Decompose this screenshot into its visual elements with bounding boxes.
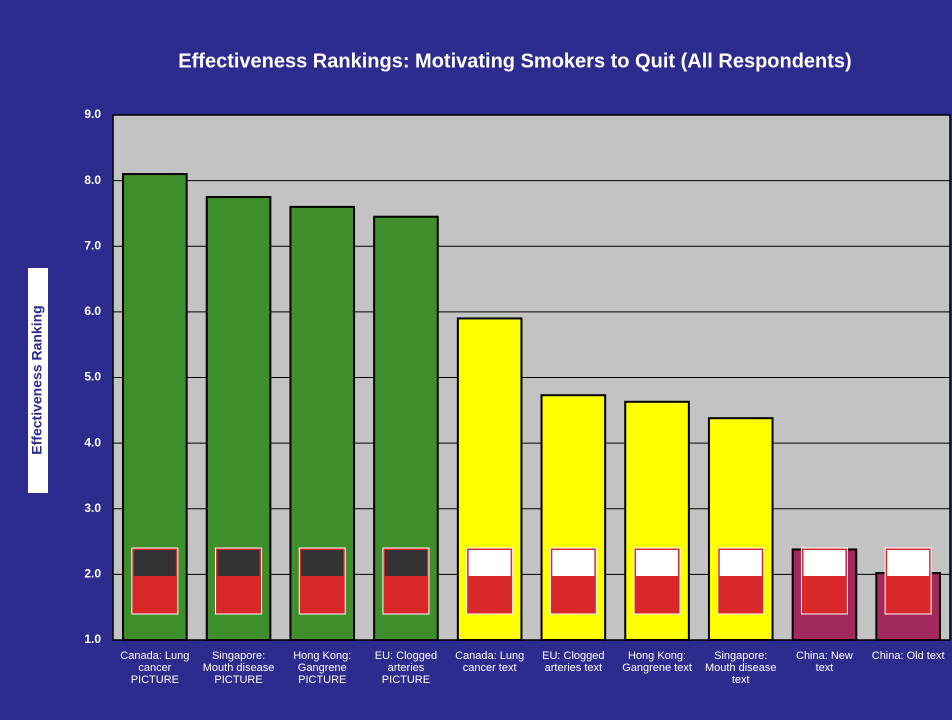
- pack-label: [468, 550, 511, 576]
- x-tick-label: EU: Clogged arteries PICTURE: [374, 650, 438, 686]
- pack-label: [301, 550, 344, 576]
- x-tick-label: Hong Kong: Gangrene text: [622, 650, 692, 674]
- chart-title: Effectiveness Rankings: Motivating Smoke…: [178, 50, 851, 72]
- x-tick-label: Canada: Lung cancer text: [455, 650, 525, 674]
- pack-label: [887, 550, 930, 576]
- y-label-box: [28, 268, 48, 493]
- x-tick-label: Canada: Lung cancer PICTURE: [120, 650, 190, 686]
- pack-label: [552, 550, 595, 576]
- y-tick-label: 9.0: [84, 107, 101, 121]
- y-tick-label: 5.0: [84, 370, 101, 384]
- y-tick-label: 4.0: [84, 435, 101, 449]
- pack-label: [384, 550, 427, 576]
- x-tick-label: EU: Clogged arteries text: [542, 650, 605, 674]
- y-tick-label: 7.0: [84, 238, 101, 252]
- x-tick-label: Hong Kong: Gangrene PICTURE: [293, 650, 352, 686]
- y-tick-label: 2.0: [84, 567, 101, 581]
- x-tick-label: Singapore: Mouth disease text: [704, 650, 777, 686]
- pack-label: [803, 550, 846, 576]
- x-tick-label: China: Old text: [871, 650, 945, 662]
- pack-label: [719, 550, 762, 576]
- y-tick-label: 3.0: [84, 501, 101, 515]
- plot-border: [112, 114, 951, 641]
- x-tick-label: Singapore: Mouth disease PICTURE: [202, 650, 275, 686]
- y-tick-label: 6.0: [84, 304, 101, 318]
- y-tick-label: 1.0: [84, 632, 101, 646]
- pack-label: [133, 550, 176, 576]
- pack-label: [217, 550, 260, 576]
- y-axis-label: Effectiveness Ranking: [29, 305, 45, 454]
- y-tick-label: 8.0: [84, 173, 101, 187]
- pack-label: [636, 550, 679, 576]
- x-tick-label: China: New text: [796, 650, 853, 674]
